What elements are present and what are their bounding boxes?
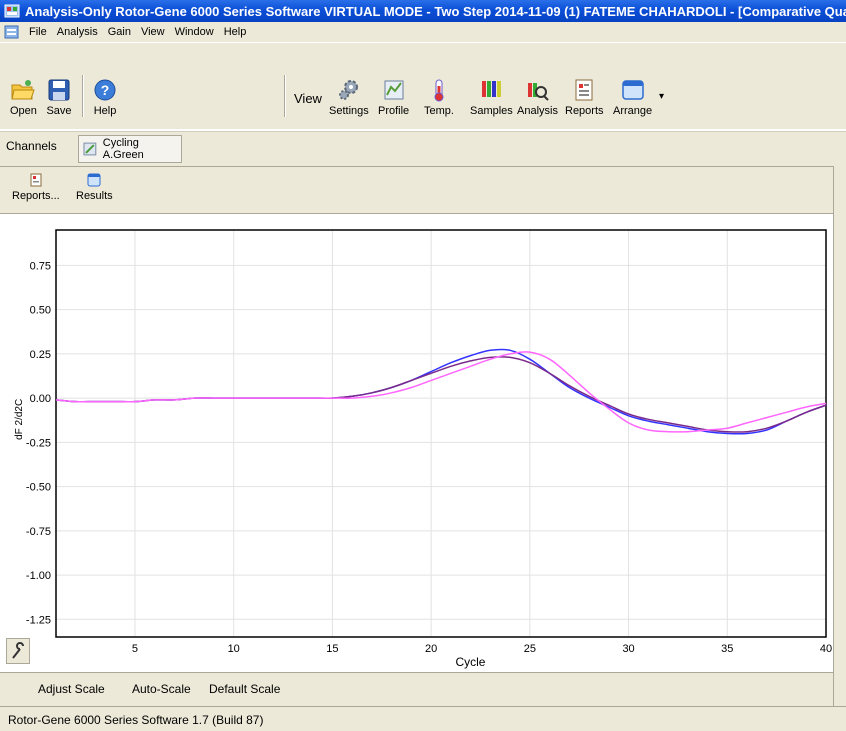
- open-button[interactable]: Open: [10, 77, 37, 117]
- x-axis-label: Cycle: [455, 655, 485, 669]
- settings-button[interactable]: Settings: [329, 77, 369, 117]
- derivative-chart: 5 10 15 20 25 30 35 40 0.75 0.50 0.25 0.00 -0.25 -0.5…: [14, 229, 832, 669]
- default-scale-button[interactable]: Default Scale: [209, 682, 281, 696]
- samples-button[interactable]: Samples: [470, 77, 513, 117]
- chevron-down-icon[interactable]: ▾: [659, 91, 665, 102]
- toolbar-separator: [284, 75, 286, 117]
- plot-frame: [55, 229, 827, 638]
- y-tick-label: -0.50: [26, 482, 51, 494]
- scale-bar: Adjust Scale Auto-Scale Default Scale: [0, 672, 833, 706]
- y-tick-label: 0.00: [30, 393, 51, 405]
- app-icon: [4, 4, 20, 18]
- window-title-bar: Analysis-Only Rotor-Gene 6000 Series Sof…: [0, 0, 846, 22]
- menu-file[interactable]: File: [29, 26, 47, 38]
- view-label: View: [294, 91, 322, 106]
- menu-view[interactable]: View: [140, 26, 165, 38]
- adjust-scale-button[interactable]: Adjust Scale: [38, 682, 105, 696]
- analysis-button[interactable]: Analysis: [517, 77, 558, 117]
- document-icon[interactable]: [4, 24, 20, 40]
- channels-label: Channels: [6, 139, 57, 153]
- save-disk-icon: [48, 79, 70, 101]
- gear-icon: [338, 80, 358, 100]
- menu-window[interactable]: Window: [174, 26, 214, 38]
- series-line-1: [55, 348, 827, 435]
- status-text: Rotor-Gene 6000 Series Software 1.7 (Bui…: [8, 713, 264, 727]
- y-tick-label: -0.75: [26, 526, 51, 538]
- series-line-2: [55, 356, 827, 433]
- window-title: Analysis-Only Rotor-Gene 6000 Series Sof…: [25, 3, 846, 19]
- results-panel-button[interactable]: Results: [76, 173, 113, 202]
- y-tick-label: -0.25: [26, 437, 51, 449]
- menu-bar: File Analysis Gain View Window Help: [0, 22, 846, 42]
- analysis-icon: [528, 83, 550, 101]
- channels-bar: Channels Cycling A.Green: [0, 131, 846, 166]
- x-tick-label: 5: [132, 643, 138, 655]
- auto-scale-button[interactable]: Auto-Scale: [132, 682, 191, 696]
- menu-analysis[interactable]: Analysis: [56, 26, 98, 38]
- x-tick-label: 30: [622, 643, 634, 655]
- series-line-3: [55, 351, 827, 433]
- x-tick-label: 20: [425, 643, 437, 655]
- channel-pencil-icon: [83, 142, 97, 156]
- arrange-button[interactable]: Arrange: [613, 77, 652, 117]
- temp-button[interactable]: Temp.: [424, 77, 454, 117]
- thermometer-icon: [434, 79, 444, 102]
- menu-help[interactable]: Help: [223, 26, 247, 38]
- panel-toolbar: Reports... Results: [0, 166, 833, 214]
- toolbar-separator: [82, 75, 84, 117]
- chart-area: 5 10 15 20 25 30 35 40 0.75 0.50 0.25 0.00 -0.25 -0.5…: [0, 214, 833, 671]
- help-button[interactable]: ? Help: [92, 77, 118, 117]
- status-bar: Rotor-Gene 6000 Series Software 1.7 (Bui…: [0, 706, 846, 731]
- wrench-button[interactable]: [6, 638, 30, 664]
- samples-tubes-icon: [482, 81, 502, 97]
- open-folder-icon: [11, 80, 36, 100]
- x-tick-label: 15: [326, 643, 338, 655]
- y-tick-label: 0.25: [30, 349, 51, 361]
- reports-icon: [575, 79, 593, 101]
- x-tick-label: 35: [721, 643, 733, 655]
- help-icon: ?: [94, 79, 116, 101]
- y-tick-label: -1.25: [26, 614, 51, 626]
- svg-text:?: ?: [101, 82, 110, 98]
- y-tick-label: -1.00: [26, 570, 51, 582]
- y-axis-label: dF 2/d2C: [14, 399, 25, 440]
- y-tick-label: 0.50: [30, 305, 51, 317]
- profile-button[interactable]: Profile: [378, 77, 409, 117]
- main-toolbar: Open Save ? Help View Settings: [0, 42, 846, 129]
- results-window-icon: [87, 173, 101, 187]
- y-tick-label: 0.75: [30, 260, 51, 272]
- x-tick-label: 40: [820, 643, 832, 655]
- reports-small-icon: [30, 173, 42, 187]
- wrench-icon: [12, 642, 24, 659]
- menu-gain[interactable]: Gain: [107, 26, 131, 38]
- right-scroll-strip[interactable]: [833, 166, 846, 706]
- x-tick-label: 10: [228, 643, 240, 655]
- window-arrange-icon: [621, 80, 644, 100]
- save-button[interactable]: Save: [46, 77, 72, 117]
- reports-button[interactable]: Reports: [565, 77, 604, 117]
- profile-icon: [384, 80, 404, 100]
- channel-tab-cycling-green[interactable]: Cycling A.Green: [78, 135, 182, 163]
- reports-panel-button[interactable]: Reports...: [12, 173, 60, 202]
- x-tick-label: 25: [524, 643, 536, 655]
